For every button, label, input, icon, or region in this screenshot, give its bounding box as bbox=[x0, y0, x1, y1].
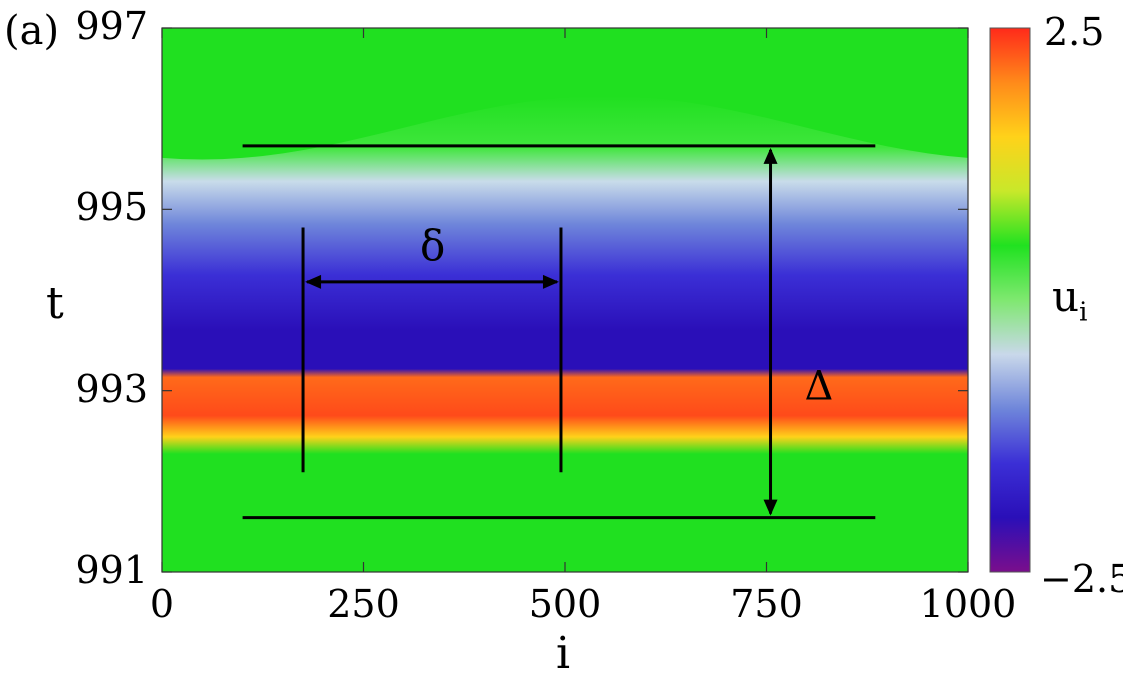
delta-small-label: δ bbox=[420, 221, 445, 270]
y-tick-label: 995 bbox=[75, 185, 148, 230]
delta-large-arrowhead-bottom bbox=[763, 499, 778, 516]
delta-large-arrowhead-top bbox=[763, 147, 778, 164]
annotations: δΔ bbox=[242, 144, 876, 520]
delta-small-arrowhead-right bbox=[542, 274, 559, 289]
colorbar-title: ui bbox=[1052, 272, 1087, 327]
delta-small-arrowhead-left bbox=[305, 274, 322, 289]
colorbar-max-label: 2.5 bbox=[1044, 10, 1105, 54]
panel-label: (a) bbox=[4, 8, 60, 54]
axis-ticks bbox=[161, 27, 969, 573]
x-tick-label: 250 bbox=[327, 582, 400, 626]
colorbar-title-main: u bbox=[1052, 272, 1080, 321]
x-tick-label: 1000 bbox=[919, 582, 1017, 626]
heatmap-field bbox=[162, 28, 968, 572]
colorbar-min-label: −2.5 bbox=[1040, 557, 1123, 601]
y-axis-title: t bbox=[46, 278, 64, 329]
delta-large-label: Δ bbox=[805, 364, 834, 410]
x-tick-label: 750 bbox=[730, 582, 803, 626]
colorbar bbox=[989, 27, 1031, 573]
heatmap-band bbox=[162, 96, 968, 523]
x-axis-title: i bbox=[556, 628, 571, 679]
y-tick-label: 997 bbox=[75, 4, 148, 48]
y-tick-label: 993 bbox=[75, 366, 148, 411]
x-tick-label: 500 bbox=[528, 582, 602, 626]
colorbar-title-sub: i bbox=[1079, 297, 1088, 328]
x-tick-label: 0 bbox=[149, 582, 175, 626]
y-tick-label: 991 bbox=[75, 548, 148, 592]
